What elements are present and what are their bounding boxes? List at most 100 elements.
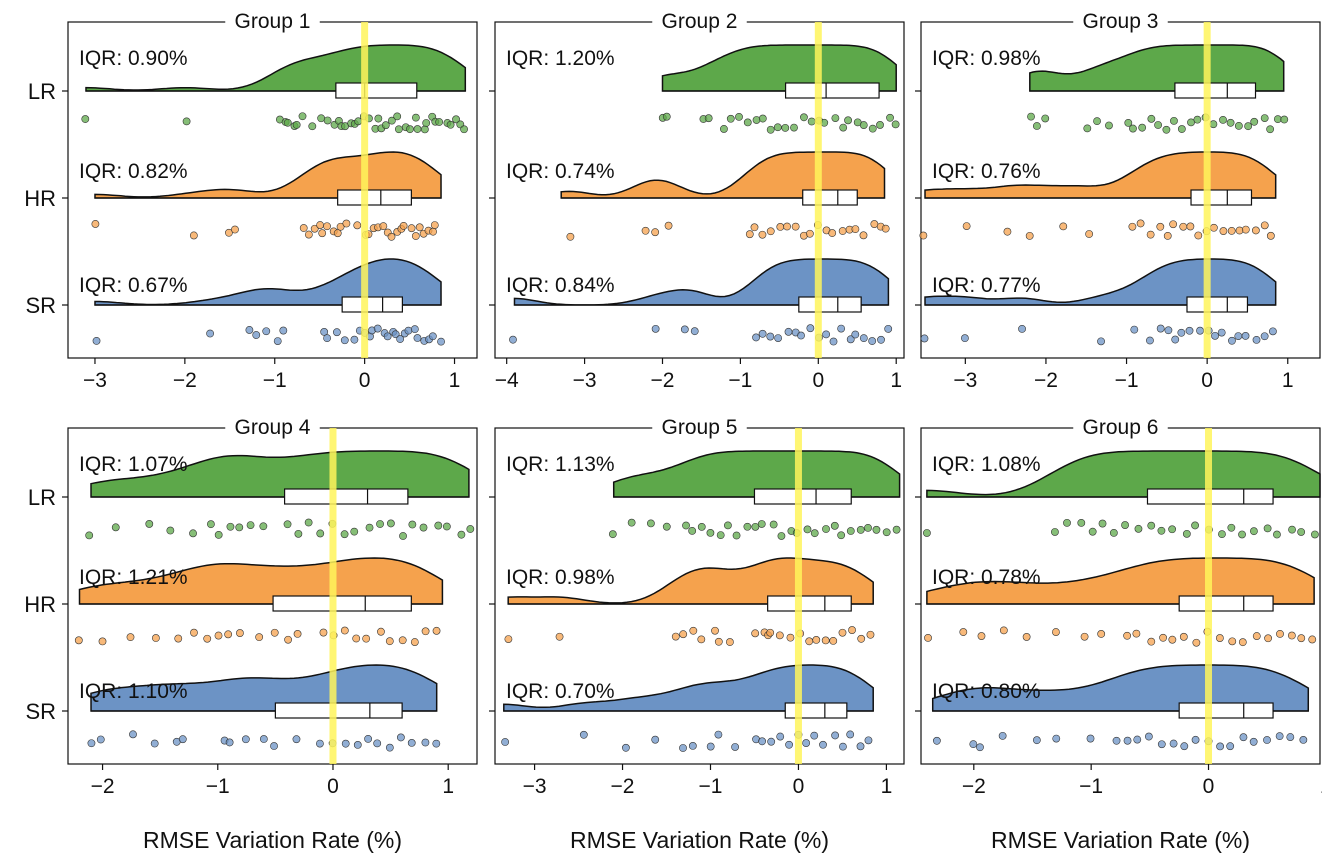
data-point bbox=[651, 228, 660, 237]
data-point bbox=[1147, 114, 1156, 123]
data-point bbox=[1239, 733, 1248, 742]
data-point bbox=[1297, 528, 1306, 536]
data-point bbox=[1263, 736, 1271, 744]
data-point bbox=[225, 228, 233, 237]
data-point bbox=[1192, 638, 1201, 647]
data-point bbox=[323, 222, 331, 231]
data-point bbox=[1123, 631, 1132, 640]
data-point bbox=[316, 221, 324, 229]
data-point bbox=[293, 630, 302, 638]
data-point bbox=[1097, 337, 1105, 346]
data-point bbox=[429, 227, 437, 236]
data-point bbox=[236, 629, 244, 637]
data-point bbox=[776, 732, 785, 741]
box-hr bbox=[272, 595, 412, 612]
data-point bbox=[1077, 518, 1086, 527]
data-point bbox=[362, 634, 371, 643]
box-sr bbox=[784, 702, 848, 719]
data-point bbox=[304, 230, 313, 239]
data-point bbox=[1308, 635, 1317, 644]
data-point bbox=[706, 742, 715, 751]
data-point bbox=[1273, 115, 1282, 124]
data-point bbox=[784, 327, 793, 336]
data-point bbox=[410, 325, 419, 334]
data-point bbox=[646, 519, 655, 528]
data-point bbox=[689, 626, 698, 635]
data-point bbox=[671, 632, 680, 641]
data-point bbox=[1059, 222, 1068, 231]
data-point bbox=[892, 525, 901, 534]
iqr-label-lr: IQR: 1.20% bbox=[506, 47, 615, 70]
data-point bbox=[1244, 122, 1253, 131]
density-hr bbox=[560, 151, 886, 199]
data-point bbox=[1191, 735, 1200, 744]
data-point bbox=[829, 337, 838, 346]
data-point bbox=[773, 123, 782, 132]
data-point bbox=[1051, 528, 1059, 536]
data-point bbox=[1238, 638, 1247, 647]
data-point bbox=[1179, 632, 1188, 641]
data-point bbox=[1085, 230, 1094, 238]
data-point bbox=[432, 626, 441, 635]
data-point bbox=[839, 123, 848, 132]
x-tick-label: 0 bbox=[812, 369, 824, 392]
data-point bbox=[364, 734, 373, 743]
x-tick-label: −3 bbox=[953, 369, 977, 392]
density-hr bbox=[507, 557, 874, 605]
data-point bbox=[812, 636, 821, 644]
data-point bbox=[1018, 324, 1026, 333]
x-tick-label: 1 bbox=[1320, 775, 1322, 798]
data-point bbox=[1080, 632, 1089, 641]
data-point bbox=[859, 231, 868, 240]
data-point bbox=[270, 742, 278, 750]
x-tick-label: −2 bbox=[651, 369, 675, 392]
data-point bbox=[354, 117, 363, 126]
x-tick-label: −1 bbox=[263, 369, 287, 392]
data-point bbox=[662, 112, 671, 121]
data-point bbox=[1171, 335, 1180, 344]
data-point bbox=[807, 117, 816, 126]
data-point bbox=[750, 223, 759, 232]
data-point bbox=[320, 328, 329, 336]
data-point bbox=[92, 336, 101, 345]
data-point bbox=[352, 634, 361, 643]
data-point bbox=[866, 630, 875, 639]
density-lr bbox=[85, 44, 467, 92]
data-point bbox=[421, 627, 430, 636]
data-point bbox=[846, 335, 855, 344]
data-point bbox=[342, 219, 351, 228]
data-point bbox=[810, 731, 819, 740]
box-lr bbox=[784, 82, 880, 99]
x-tick-label: 1 bbox=[881, 775, 893, 798]
panel-title-bg bbox=[225, 10, 320, 32]
data-point bbox=[394, 125, 403, 134]
data-point bbox=[430, 221, 439, 230]
data-point bbox=[856, 742, 865, 751]
data-point bbox=[410, 638, 419, 646]
data-point bbox=[399, 532, 407, 540]
iqr-label-hr: IQR: 0.74% bbox=[506, 160, 615, 183]
data-point bbox=[379, 222, 388, 231]
density-hr bbox=[94, 151, 442, 199]
data-point bbox=[437, 337, 445, 346]
data-point bbox=[1280, 115, 1289, 124]
data-point bbox=[1128, 222, 1137, 231]
data-point bbox=[1264, 634, 1273, 643]
iqr-label-sr: IQR: 1.10% bbox=[79, 680, 188, 703]
data-point bbox=[145, 520, 154, 528]
data-point bbox=[98, 637, 107, 646]
box-hr bbox=[767, 595, 852, 612]
data-point bbox=[1250, 527, 1258, 536]
box-sr bbox=[798, 296, 862, 313]
data-point bbox=[270, 628, 279, 637]
data-point bbox=[977, 632, 986, 640]
data-point bbox=[776, 222, 785, 231]
data-point bbox=[726, 114, 735, 123]
data-point bbox=[1268, 327, 1277, 336]
data-point bbox=[726, 638, 734, 646]
data-point bbox=[886, 113, 894, 122]
data-point bbox=[189, 231, 198, 240]
data-point bbox=[830, 521, 839, 530]
data-point bbox=[255, 633, 264, 642]
data-point bbox=[877, 335, 885, 344]
